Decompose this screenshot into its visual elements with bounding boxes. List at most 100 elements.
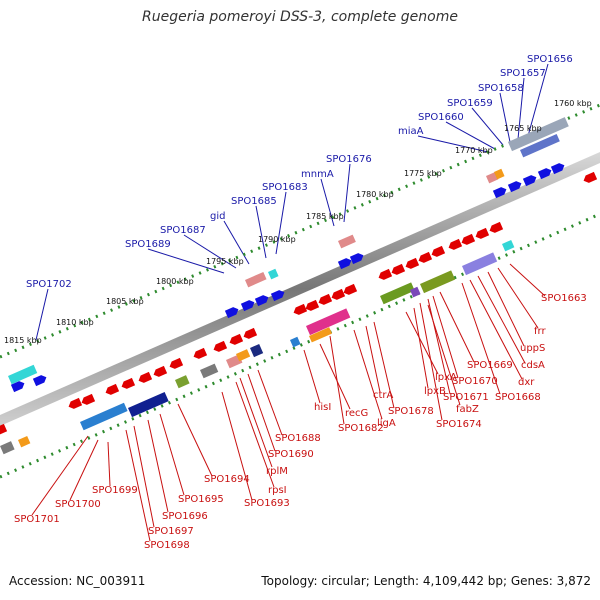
diagram-title: Ruegeria pomeroyi DSS-3, complete genome <box>142 9 458 25</box>
reverse-gene-arrow <box>431 245 446 257</box>
top-leader-line <box>183 234 237 269</box>
top-gene-label: gid <box>210 211 225 222</box>
top-gene-label: SPO1658 <box>478 83 524 94</box>
forward-gene-arrow <box>507 181 522 193</box>
bottom-gene-label: fabZ <box>456 404 479 415</box>
top-gene-label: SPO1689 <box>125 239 171 250</box>
tick-label: 1780 kbp <box>356 190 394 199</box>
bottom-gene-label: SPO1670 <box>452 376 498 387</box>
forward-gene-arrow <box>337 258 352 270</box>
feature-block-orange <box>17 435 31 448</box>
feature-block-green <box>420 270 456 294</box>
top-leader-line <box>147 248 225 274</box>
tick-label: 1765 kbp <box>504 124 542 133</box>
reverse-gene-arrow <box>318 293 333 305</box>
forward-gene-arrow <box>349 253 364 265</box>
bottom-leader-line <box>221 391 253 501</box>
genome-backbone <box>0 152 600 426</box>
tick-label: 1770 kbp <box>455 146 493 155</box>
bottom-leader-line <box>477 275 526 364</box>
reverse-gene-arrow <box>331 288 346 300</box>
tick-label: 1805 kbp <box>106 297 144 306</box>
tick-label: 1760 kbp <box>554 99 592 108</box>
bottom-gene-label: SPO1688 <box>275 433 321 444</box>
feature-block-cyan <box>8 364 38 385</box>
feature-block-cyan <box>502 239 515 252</box>
bottom-gene-label: SPO1693 <box>244 498 290 509</box>
bottom-gene-label: SPO1700 <box>55 499 101 510</box>
accession-text: Accession: NC_003911 <box>9 574 146 588</box>
bottom-leader-line <box>125 429 151 542</box>
reverse-gene-arrow <box>0 423 8 435</box>
bottom-gene-label: SPO1674 <box>436 419 482 430</box>
feature-block-violet <box>462 252 498 276</box>
forward-gene-arrow <box>32 375 47 387</box>
bottom-gene-label: lpxA <box>435 372 457 383</box>
bottom-gene-label: SPO1682 <box>338 423 384 434</box>
reverse-gene-arrow <box>68 397 83 409</box>
top-leader-line <box>527 63 549 137</box>
reverse-gene-arrow <box>405 257 420 269</box>
reverse-gene-arrow <box>583 171 598 183</box>
tick-label: 1815 kbp <box>4 336 42 345</box>
reverse-gene-arrow <box>475 227 490 239</box>
feature-block-gray <box>507 117 569 152</box>
feature-block-orange <box>493 168 505 180</box>
bottom-leader-line <box>461 282 501 395</box>
feature-block-gray <box>200 363 219 379</box>
bottom-leader-line <box>373 321 395 409</box>
reverse-gene-arrow <box>448 238 463 250</box>
bottom-leader-line <box>427 304 461 406</box>
bottom-leader-line <box>133 425 155 528</box>
top-gene-label: SPO1687 <box>160 225 206 236</box>
bottom-leader-line <box>159 413 185 496</box>
reverse-gene-arrow <box>461 233 476 245</box>
tick-label: 1790 kbp <box>258 235 296 244</box>
top-gene-label: SPO1657 <box>500 68 546 79</box>
feature-block-slate <box>520 133 560 158</box>
tick-label: 1795 kbp <box>206 257 244 266</box>
reverse-gene-arrow <box>293 303 308 315</box>
feature-block-green <box>174 375 190 389</box>
top-gene-label: SPO1656 <box>527 54 573 65</box>
reverse-gene-arrow <box>489 221 504 233</box>
top-leader-line <box>517 77 525 140</box>
forward-gene-arrow <box>537 168 552 180</box>
bottom-leader-line <box>432 295 459 379</box>
bottom-leader-line <box>69 439 99 501</box>
bottom-gene-label: ctrA <box>373 390 394 401</box>
reverse-gene-arrow <box>305 299 320 311</box>
bottom-gene-label: recG <box>345 408 368 419</box>
bottom-leader-line <box>239 377 273 468</box>
bottom-gene-label: hisI <box>314 402 331 413</box>
top-gene-label: SPO1676 <box>326 154 372 165</box>
bottom-leader-line <box>439 291 475 363</box>
bottom-gene-label: SPO1696 <box>162 511 208 522</box>
feature-block-orange <box>309 327 332 343</box>
bottom-gene-label: frr <box>534 326 546 337</box>
bottom-leader-line <box>405 311 439 375</box>
top-leader-line <box>499 92 511 143</box>
bottom-gene-label: SPO1695 <box>178 494 224 505</box>
bottom-gene-label: SPO1699 <box>92 485 138 496</box>
tick-label: 1810 kbp <box>56 318 94 327</box>
reverse-gene-arrow <box>169 357 184 369</box>
bottom-leader-line <box>257 369 283 436</box>
top-gene-label: SPO1685 <box>231 196 277 207</box>
reverse-gene-arrow <box>378 268 393 280</box>
feature-block-cyan <box>268 268 279 280</box>
forward-gene-arrow <box>492 187 507 199</box>
bottom-leader-line <box>353 329 383 420</box>
top-gene-label: miaA <box>398 126 424 137</box>
reverse-gene-arrow <box>418 251 433 263</box>
top-leader-line <box>417 135 489 153</box>
tick-label: 1800 kbp <box>156 277 194 286</box>
feature-block-blue <box>290 336 301 348</box>
forward-gene-arrow <box>240 300 255 312</box>
forward-gene-arrow <box>270 290 285 302</box>
bottom-leader-line <box>107 441 111 487</box>
bottom-leader-line <box>509 263 546 297</box>
topology-text: Topology: circular; Length: 4,109,442 bp… <box>261 574 591 588</box>
bottom-gene-label: ligA <box>377 418 396 429</box>
